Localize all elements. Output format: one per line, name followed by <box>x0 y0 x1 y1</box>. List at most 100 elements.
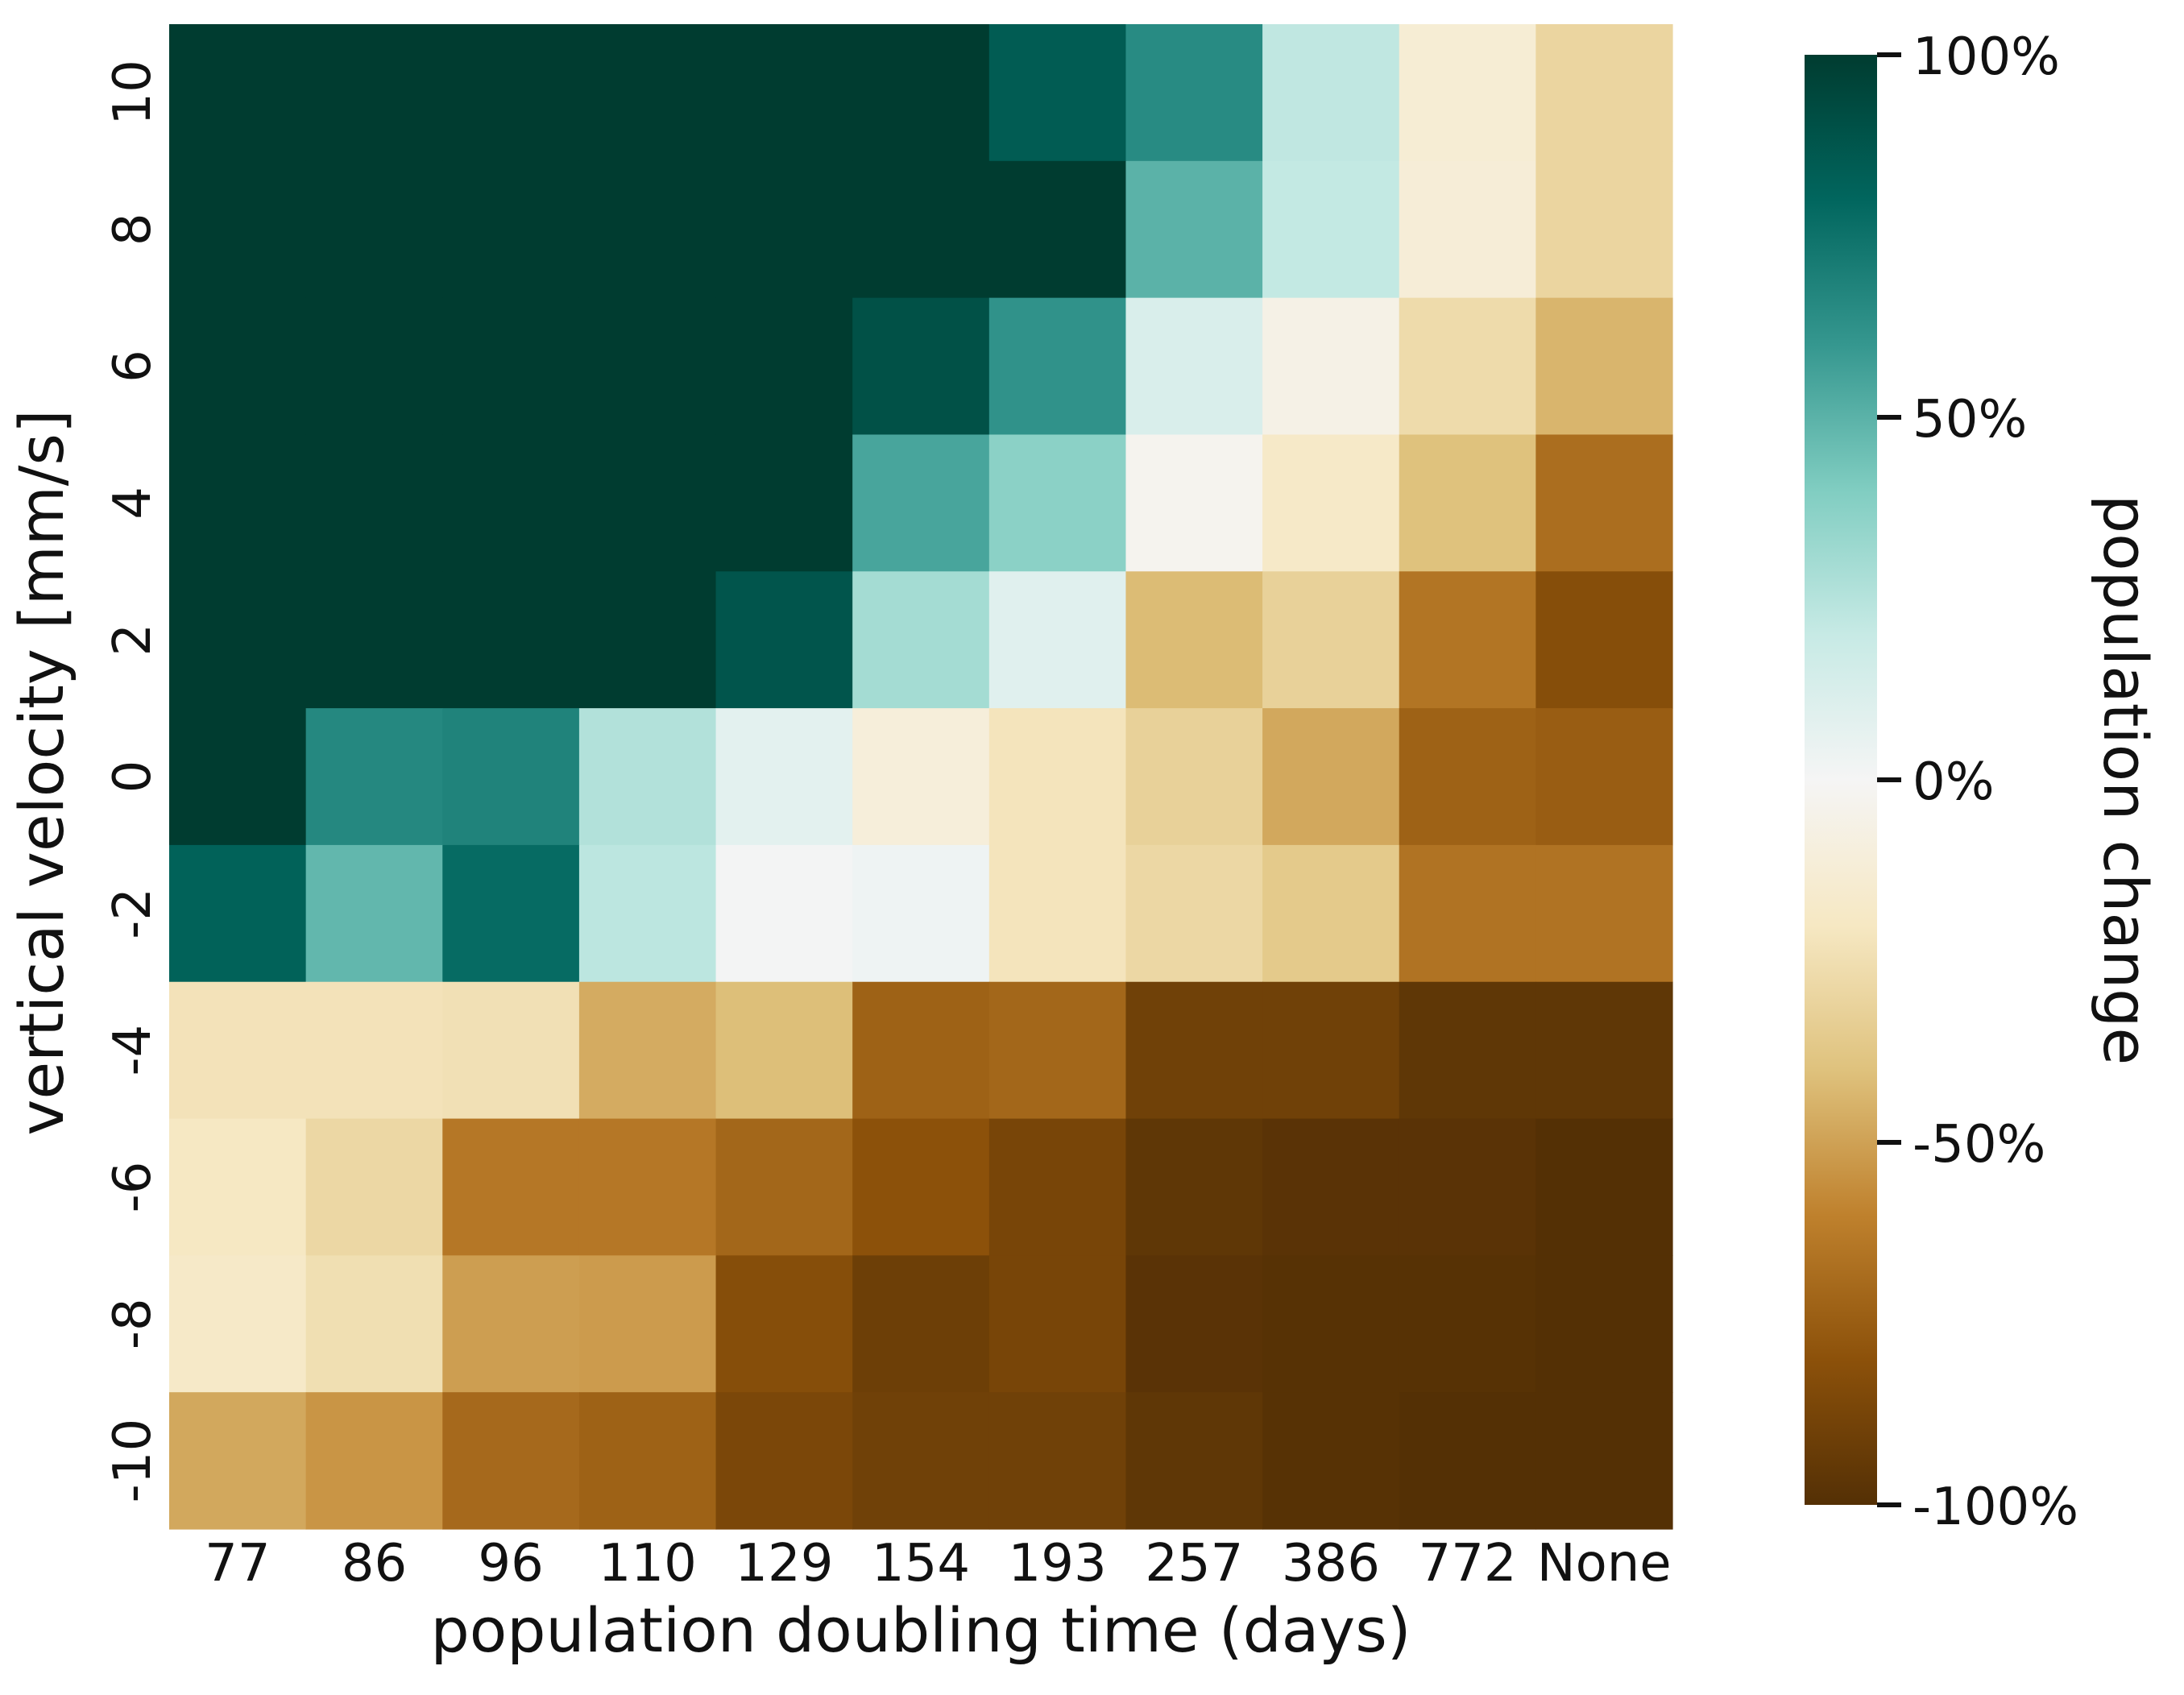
heatmap-cell <box>442 1392 580 1530</box>
heatmap-cell <box>305 160 443 299</box>
heatmap-cell <box>442 297 580 436</box>
heatmap-cell <box>578 571 717 709</box>
heatmap-cell <box>578 708 717 846</box>
heatmap-cell <box>852 1255 990 1393</box>
y-tick-label: -10 <box>103 1419 163 1503</box>
colorbar-tick-label: -100% <box>1913 1477 2078 1537</box>
x-tick-label: 86 <box>342 1534 407 1593</box>
heatmap-cell <box>1399 1118 1536 1256</box>
y-tick-label: 4 <box>103 487 163 520</box>
heatmap-cell <box>1262 1392 1400 1530</box>
heatmap-cell <box>1262 844 1400 983</box>
heatmap-cell <box>169 297 307 436</box>
heatmap-cell <box>578 24 717 162</box>
heatmap-cell <box>1125 571 1263 709</box>
y-tick-label: 0 <box>103 760 163 794</box>
heatmap-cell <box>305 844 443 983</box>
heatmap-cell <box>442 981 580 1120</box>
colorbar-tick-label: 50% <box>1913 390 2027 450</box>
heatmap-cell <box>578 1392 717 1530</box>
heatmap-cell <box>988 24 1127 162</box>
heatmap-cell <box>1125 1392 1263 1530</box>
x-tick-label: 386 <box>1282 1534 1380 1593</box>
heatmap-cell <box>1125 981 1263 1120</box>
heatmap-cell <box>1535 297 1673 436</box>
heatmap-cell <box>442 24 580 162</box>
heatmap-cell <box>988 160 1127 299</box>
heatmap-cell <box>305 1392 443 1530</box>
heatmap-cell <box>169 1118 307 1256</box>
heatmap-cell <box>578 1255 717 1393</box>
heatmap-cell <box>169 434 307 572</box>
heatmap-cell <box>1399 160 1536 299</box>
heatmap-cell <box>1535 571 1673 709</box>
heatmap-cell <box>305 981 443 1120</box>
colorbar-ticks: -100% -50% 0% 50% 100% <box>1877 27 2078 1537</box>
heatmap-cell <box>442 434 580 572</box>
heatmap-cell <box>1125 160 1263 299</box>
heatmap-cell <box>1262 160 1400 299</box>
colorbar-tick-label: 0% <box>1913 752 1995 812</box>
heatmap-cell <box>852 434 990 572</box>
heatmap-cell <box>1399 1255 1536 1393</box>
heatmap-cell <box>852 844 990 983</box>
heatmap-cell <box>852 1118 990 1256</box>
heatmap-cell <box>988 297 1127 436</box>
heatmap-cell <box>988 1118 1127 1256</box>
heatmap-cell <box>715 434 853 572</box>
x-tick-labels: 77 86 96 110 129 154 193 257 386 772 None <box>205 1534 1672 1593</box>
heatmap-cell <box>988 1392 1127 1530</box>
heatmap-cell <box>1262 981 1400 1120</box>
heatmap-cell <box>1125 1118 1263 1256</box>
heatmap-cell <box>715 844 853 983</box>
heatmap-cell <box>442 571 580 709</box>
heatmap-cell <box>305 708 443 846</box>
heatmap-cell <box>1262 1255 1400 1393</box>
heatmap-cell <box>169 1392 307 1530</box>
heatmap-cell <box>1399 297 1536 436</box>
y-tick-label: 8 <box>103 213 163 246</box>
heatmap-cell <box>988 981 1127 1120</box>
heatmap-cell <box>578 844 717 983</box>
heatmap-cell <box>1125 297 1263 436</box>
heatmap-cell <box>852 981 990 1120</box>
heatmap-cell <box>852 571 990 709</box>
heatmap-cell <box>578 434 717 572</box>
heatmap-cell <box>1399 708 1536 846</box>
heatmap-cell <box>578 981 717 1120</box>
heatmap-cell <box>1125 434 1263 572</box>
y-tick-label: -6 <box>103 1162 163 1213</box>
heatmap-cell <box>1262 708 1400 846</box>
heatmap-cell <box>852 1392 990 1530</box>
heatmap-cell <box>852 297 990 436</box>
heatmap-cell <box>578 160 717 299</box>
heatmap-cell <box>852 24 990 162</box>
x-tick-label: 154 <box>872 1534 970 1593</box>
y-tick-label: -2 <box>103 888 163 939</box>
heatmap-cell <box>305 24 443 162</box>
heatmap-cell <box>1262 571 1400 709</box>
heatmap-cell <box>715 1118 853 1256</box>
heatmap-cell <box>169 844 307 983</box>
heatmap-cell <box>1535 434 1673 572</box>
heatmap-cell <box>578 297 717 436</box>
y-tick-labels: 10 8 6 4 2 0 -2 -4 -6 -8 -10 <box>103 60 163 1502</box>
heatmap-cell <box>305 297 443 436</box>
y-tick-label: 2 <box>103 624 163 657</box>
y-tick-label: -4 <box>103 1025 163 1076</box>
heatmap-cell <box>1535 1392 1673 1530</box>
x-axis-label: population doubling time (days) <box>430 1594 1411 1666</box>
heatmap-cell <box>1535 708 1673 846</box>
y-tick-label: -8 <box>103 1298 163 1349</box>
heatmap-cell <box>988 1255 1127 1393</box>
heatmap-cell <box>1125 24 1263 162</box>
heatmap-cell <box>715 571 853 709</box>
x-tick-label: 193 <box>1009 1534 1107 1593</box>
heatmap-cell <box>169 571 307 709</box>
colorbar-tick-label: -50% <box>1913 1115 2045 1175</box>
heatmap-cell <box>1399 1392 1536 1530</box>
heatmap-cell <box>169 981 307 1120</box>
heatmap-cell <box>1125 1255 1263 1393</box>
heatmap-cell <box>1262 297 1400 436</box>
